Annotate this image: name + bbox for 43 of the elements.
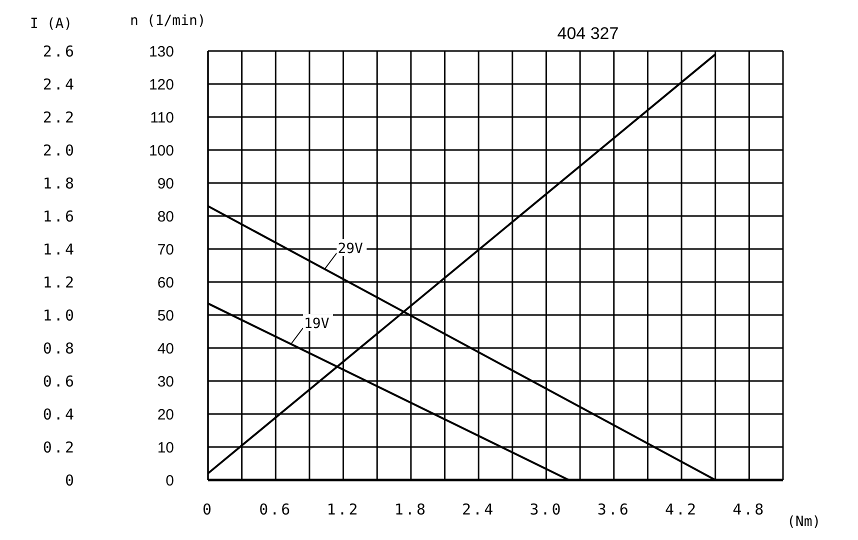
chart-title: 404 327 bbox=[557, 24, 619, 43]
y2-tick-label: 2.4 bbox=[42, 75, 76, 94]
y-tick-label: 110 bbox=[150, 109, 174, 126]
y2-tick-label: 2.0 bbox=[42, 141, 76, 160]
y-tick-label: 60 bbox=[157, 274, 174, 292]
y2-tick-label: 1.8 bbox=[42, 174, 76, 192]
x-tick-label: 1.8 bbox=[394, 500, 428, 519]
series-label: 29V bbox=[338, 241, 364, 258]
x-tick-label: 0.6 bbox=[259, 500, 292, 519]
y-tick-label: 90 bbox=[157, 175, 174, 192]
y2-tick-label: 0.8 bbox=[42, 339, 76, 358]
x-tick-label: 4.2 bbox=[664, 500, 698, 519]
y-tick-label: 130 bbox=[148, 43, 174, 60]
x-axis-title: (Nm) bbox=[787, 514, 821, 530]
y2-tick-label: 1.6 bbox=[42, 207, 76, 226]
y2-axis-title: I (A) bbox=[30, 16, 72, 32]
y2-tick-label: 0 bbox=[64, 471, 76, 490]
y-tick-label: 30 bbox=[157, 373, 174, 390]
x-tick-label: 2.4 bbox=[462, 500, 496, 519]
y-tick-label: 100 bbox=[148, 142, 174, 160]
x-tick-label: 4.8 bbox=[732, 500, 766, 519]
y-tick-label: 120 bbox=[148, 76, 174, 94]
y2-tick-label: 2.2 bbox=[42, 108, 76, 126]
x-tick-label: 0 bbox=[202, 500, 214, 519]
series-label: 19V bbox=[304, 316, 330, 332]
y2-tick-label: 1.4 bbox=[42, 240, 76, 258]
x-tick-label: 3.6 bbox=[597, 500, 630, 519]
y2-tick-label: 2.6 bbox=[42, 42, 76, 60]
y-axis-title: n (1/min) bbox=[130, 13, 206, 29]
y2-tick-label: 1.0 bbox=[42, 306, 76, 324]
y-tick-label: 40 bbox=[157, 340, 174, 358]
x-tick-label: 3.0 bbox=[530, 500, 563, 519]
y-tick-label: 20 bbox=[157, 406, 174, 424]
y-tick-label: 0 bbox=[166, 472, 174, 490]
y-tick-label: 50 bbox=[157, 307, 174, 324]
y-tick-label: 10 bbox=[157, 439, 174, 456]
y2-tick-label: 0.6 bbox=[42, 372, 76, 390]
y2-tick-label: 0.4 bbox=[42, 405, 76, 424]
y2-tick-label: 1.2 bbox=[42, 273, 76, 292]
y-tick-label: 70 bbox=[157, 241, 174, 258]
x-tick-label: 1.2 bbox=[326, 500, 360, 519]
y2-tick-label: 0.2 bbox=[42, 438, 76, 456]
y-tick-label: 80 bbox=[157, 208, 174, 226]
